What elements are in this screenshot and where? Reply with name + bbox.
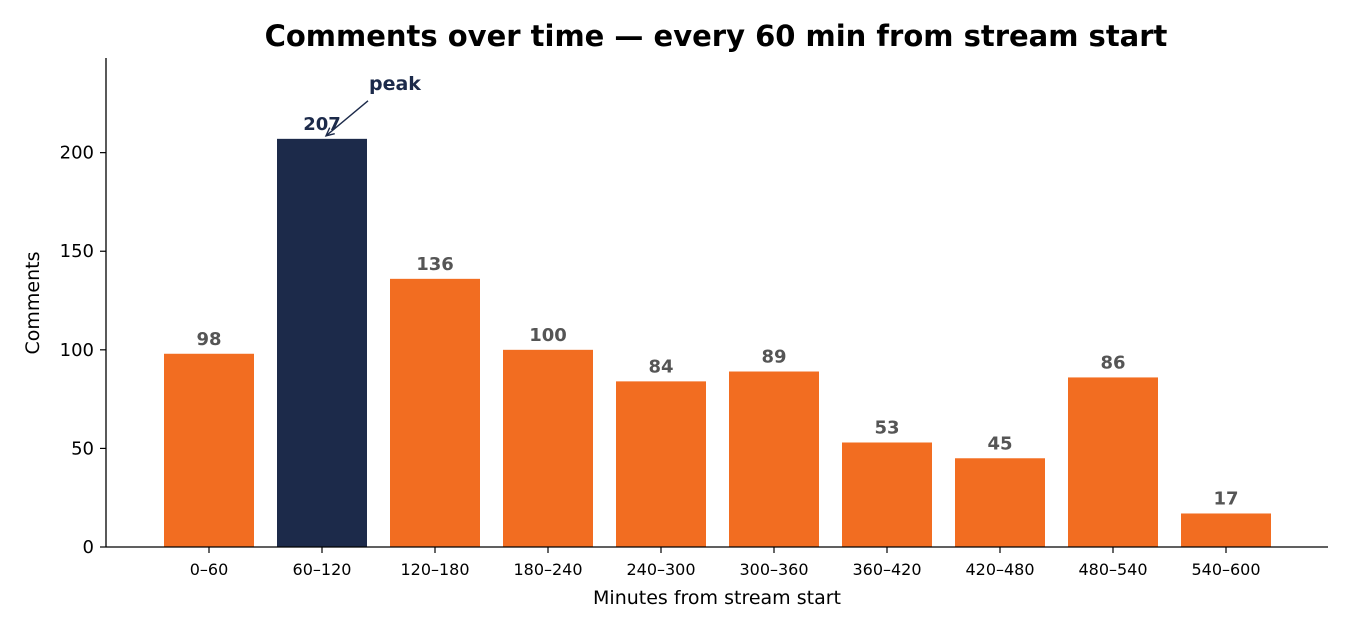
peak-arrow-head	[324, 127, 335, 137]
bar-8	[1068, 377, 1158, 547]
bar-value-label-9: 17	[1213, 488, 1238, 509]
y-tick-label-1: 50	[71, 438, 94, 459]
x-axis-ticks: 0–60 60–120 120–180 180–240 240–300 300–360 36…	[190, 547, 1261, 579]
x-tick-label-2: 120–180	[400, 560, 469, 579]
peak-arrow-line	[325, 100, 369, 137]
bar-9	[1181, 513, 1271, 547]
bar-1	[277, 138, 367, 547]
bar-0	[164, 353, 254, 547]
value-labels-layer: 98 207 136 100 84 89 53 45 86 17	[196, 114, 1238, 510]
bar-value-label-1: 207	[303, 114, 341, 135]
x-tick-label-1: 60–120	[293, 560, 352, 579]
bar-value-label-0: 98	[196, 329, 221, 350]
x-tick-label-9: 540–600	[1191, 560, 1260, 579]
bar-4	[616, 381, 706, 547]
peak-annotation-label: peak	[369, 73, 421, 95]
bar-value-label-4: 84	[648, 356, 673, 377]
bar-value-label-7: 45	[987, 433, 1012, 454]
bar-6	[842, 442, 932, 547]
bar-value-label-2: 136	[416, 254, 454, 275]
bar-3	[503, 349, 593, 547]
x-tick-label-5: 300–360	[739, 560, 808, 579]
y-tick-label-4: 200	[60, 143, 94, 164]
x-tick-label-8: 480–540	[1078, 560, 1147, 579]
bars-layer	[164, 138, 1271, 547]
peak-annotation: peak	[324, 73, 421, 137]
x-tick-label-4: 240–300	[626, 560, 695, 579]
bar-7	[955, 458, 1045, 547]
bar-2	[390, 278, 480, 547]
bar-5	[729, 371, 819, 547]
bar-value-label-3: 100	[529, 325, 567, 346]
x-tick-label-6: 360–420	[852, 560, 921, 579]
x-tick-label-3: 180–240	[513, 560, 582, 579]
chart-title: Comments over time — every 60 min from s…	[265, 19, 1168, 53]
x-axis-label: Minutes from stream start	[593, 587, 841, 609]
bar-value-label-8: 86	[1100, 352, 1125, 373]
y-axis-ticks: 0 50 100 150 200	[60, 143, 106, 558]
x-tick-label-0: 0–60	[190, 560, 229, 579]
y-tick-label-2: 100	[60, 340, 94, 361]
bar-value-label-6: 53	[874, 417, 899, 438]
y-axis-label: Comments	[22, 252, 44, 355]
y-tick-label-3: 150	[60, 241, 94, 262]
y-tick-label-0: 0	[83, 537, 94, 558]
bar-value-label-5: 89	[761, 347, 786, 368]
x-tick-label-7: 420–480	[965, 560, 1034, 579]
